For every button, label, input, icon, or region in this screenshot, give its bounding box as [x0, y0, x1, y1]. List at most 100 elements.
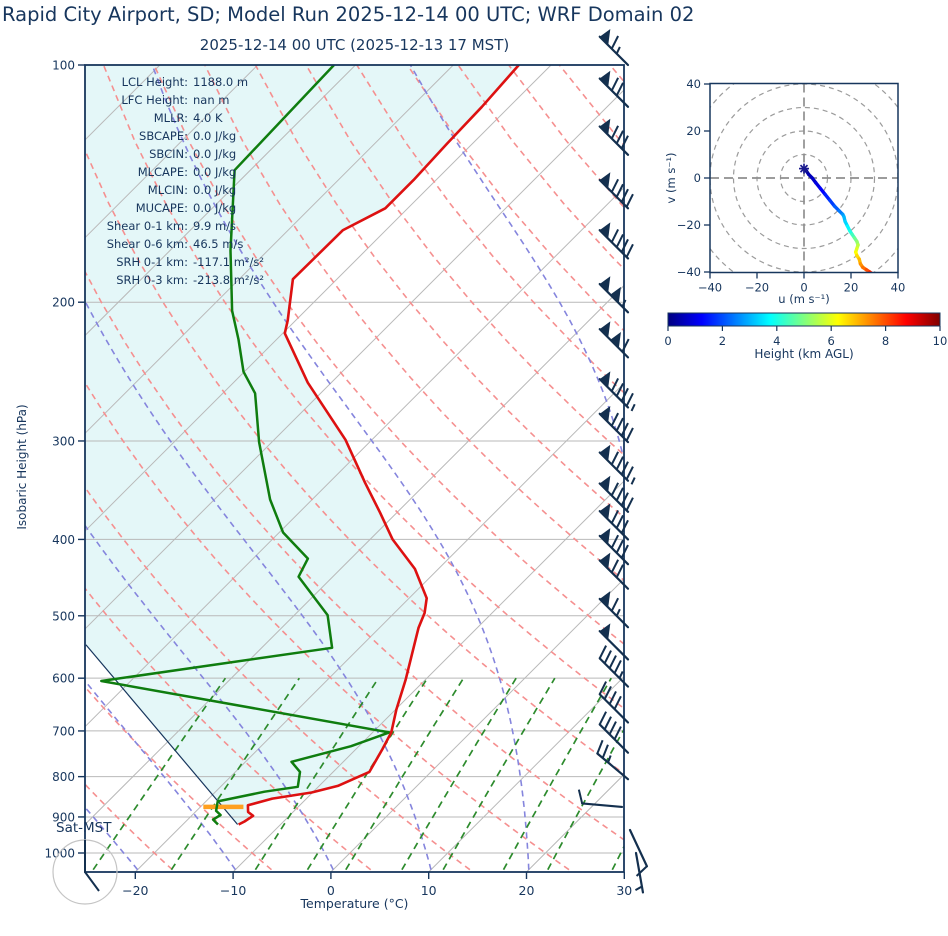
- wind-barb: [598, 371, 636, 412]
- svg-text:1000: 1000: [44, 847, 75, 861]
- wind-barb: [598, 118, 630, 156]
- wind-barb: [598, 645, 630, 688]
- wind-barb: [577, 789, 624, 809]
- svg-text:8: 8: [882, 334, 889, 348]
- wind-barb: [596, 739, 630, 781]
- wind-barb: [598, 503, 630, 541]
- svg-text:30: 30: [616, 883, 632, 898]
- stat-row-sbcape: SBCAPE: 0.0 J/kg: [60, 127, 264, 145]
- sounding-stats-block: LCL Height: 1188.0 m LFC Height: nan m MLL…: [60, 73, 264, 289]
- wind-barb: [598, 711, 630, 754]
- wind-barb: [598, 475, 634, 513]
- stat-row-mlcin: MLCIN: 0.0 J/kg: [60, 181, 264, 199]
- page-title: Rapid City Airport, SD; Model Run 2025-1…: [2, 3, 695, 26]
- stat-row-srh01: SRH 0-1 km: -117.1 m²/s²: [60, 253, 264, 271]
- stat-value: 0.0 J/kg: [193, 129, 237, 143]
- stat-label: LCL Height:: [121, 75, 188, 89]
- stat-value: 4.0 K: [193, 111, 223, 125]
- hodograph-plot-area: [710, 83, 898, 273]
- stat-label: MLCIN:: [147, 183, 188, 197]
- wind-barb: [628, 828, 649, 877]
- stat-row-mllr: MLLR: 4.0 K: [60, 109, 264, 127]
- stat-label: LFC Height:: [121, 93, 188, 107]
- svg-text:0: 0: [327, 883, 335, 898]
- stat-value: -213.8 m²/s²: [193, 273, 265, 287]
- svg-text:2: 2: [719, 334, 726, 348]
- stat-label: MLCAPE:: [137, 165, 188, 179]
- stat-row-srh03: SRH 0-3 km: -213.8 m²/s²: [60, 271, 264, 289]
- parcel-path-line: [85, 644, 239, 825]
- dewpoint-line: [100, 65, 391, 826]
- svg-text:700: 700: [52, 724, 75, 738]
- wind-barb: [598, 406, 634, 444]
- wind-barb: [598, 528, 630, 566]
- svg-text:0: 0: [664, 334, 671, 348]
- svg-text:0: 0: [694, 171, 701, 185]
- stat-label: Shear 0-1 km:: [106, 219, 188, 233]
- svg-text:40: 40: [891, 281, 906, 295]
- hodograph-v-axis-label: v (m s⁻¹): [664, 152, 678, 204]
- stat-label: SRH 0-3 km:: [116, 273, 188, 287]
- hodograph-u-axis-label: u (m s⁻¹): [778, 292, 830, 306]
- stat-value: 0.0 J/kg: [193, 201, 237, 215]
- stat-row-lcl: LCL Height: 1188.0 m: [60, 73, 264, 91]
- svg-text:100: 100: [52, 59, 75, 73]
- wind-barb: [598, 681, 630, 724]
- stat-label: Shear 0-6 km:: [106, 237, 188, 251]
- stat-row-shear06: Shear 0-6 km: 46.5 m/s: [60, 235, 264, 253]
- wind-barb: [598, 28, 630, 67]
- svg-text:900: 900: [52, 810, 75, 824]
- stat-row-mlcape: MLCAPE: 0.0 J/kg: [60, 163, 264, 181]
- svg-text:−40: −40: [698, 281, 722, 295]
- stat-value: 46.5 m/s: [193, 237, 244, 251]
- skewt-y-axis-label: Isobaric Height (hPa): [15, 404, 29, 530]
- wind-barb: [598, 552, 630, 590]
- stat-value: -117.1 m²/s²: [193, 255, 265, 269]
- svg-text:500: 500: [52, 609, 75, 623]
- stat-row-shear01: Shear 0-1 km: 9.9 m/s: [60, 217, 264, 235]
- svg-text:20: 20: [519, 883, 535, 898]
- svg-text:300: 300: [52, 434, 75, 448]
- colorbar-label: Height (km AGL): [754, 347, 854, 361]
- stat-label: MLLR:: [153, 111, 188, 125]
- height-colorbar: [667, 312, 941, 327]
- stat-value: 0.0 J/kg: [193, 165, 237, 179]
- svg-text:600: 600: [52, 672, 75, 686]
- stat-value: nan m: [193, 93, 230, 107]
- stat-row-lfc: LFC Height: nan m: [60, 91, 264, 109]
- svg-text:−10: −10: [220, 883, 246, 898]
- svg-text:6: 6: [828, 334, 835, 348]
- wind-barb: [634, 851, 645, 894]
- svg-text:20: 20: [686, 124, 701, 138]
- wind-barb: [598, 623, 630, 661]
- stat-row-mucape: MUCAPE: 0.0 J/kg: [60, 199, 264, 217]
- svg-text:200: 200: [52, 296, 75, 310]
- wind-barb: [598, 444, 636, 485]
- svg-text:10: 10: [421, 883, 437, 898]
- stat-label: SRH 0-1 km:: [116, 255, 188, 269]
- stat-value: 0.0 J/kg: [193, 147, 237, 161]
- stat-value: 9.9 m/s: [193, 219, 237, 233]
- wind-barb-column: [577, 28, 649, 894]
- valid-time-subtitle: 2025-12-14 00 UTC (2025-12-13 17 MST): [199, 36, 510, 54]
- temperature-line: [238, 65, 520, 826]
- svg-text:800: 800: [52, 770, 75, 784]
- wind-barb: [598, 321, 630, 359]
- wind-barb: [598, 222, 634, 260]
- wind-barb: [598, 172, 634, 210]
- svg-text:−20: −20: [122, 883, 148, 898]
- svg-text:10: 10: [933, 334, 948, 348]
- svg-text:−20: −20: [677, 218, 701, 232]
- svg-text:20: 20: [844, 281, 859, 295]
- stat-row-sbcin: SBCIN: 0.0 J/kg: [60, 145, 264, 163]
- svg-text:400: 400: [52, 533, 75, 547]
- skewt-plot-area: [85, 65, 624, 872]
- stat-label: MUCAPE:: [135, 201, 188, 215]
- svg-text:−20: −20: [745, 281, 769, 295]
- stat-label: SBCIN:: [149, 147, 188, 161]
- skewt-x-axis-label: Temperature (°C): [300, 896, 409, 911]
- wind-barb: [598, 591, 630, 629]
- svg-text:40: 40: [686, 77, 701, 91]
